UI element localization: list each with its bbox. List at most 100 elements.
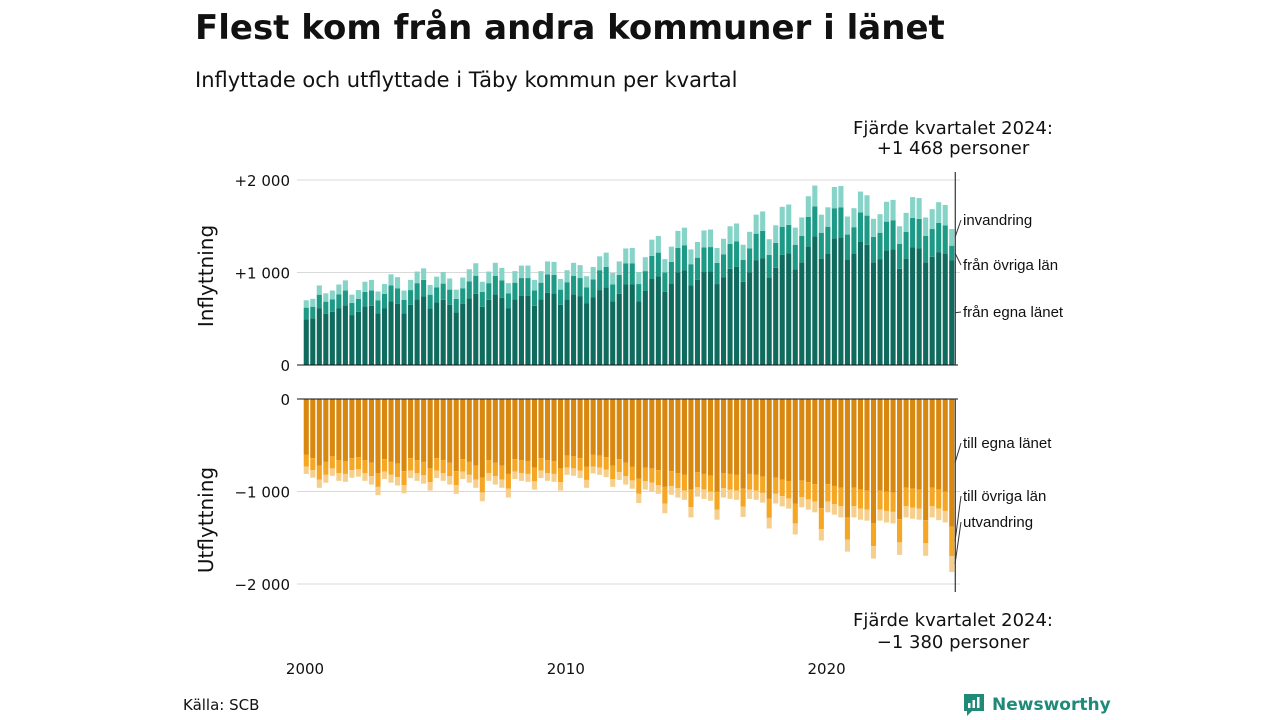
outflow-bar-2: [342, 460, 348, 474]
inflow-bar-2: [903, 231, 909, 259]
outflow-bar-2: [408, 458, 414, 471]
outflow-bar-1: [440, 399, 446, 461]
inflow-bar-3: [740, 244, 746, 261]
inflow-bar-1: [779, 254, 785, 365]
inflow-bar-2: [512, 282, 518, 300]
outflow-bar-2: [838, 487, 844, 507]
inflow-bar-3: [558, 278, 564, 290]
outflow-bar-3: [897, 542, 903, 555]
outflow-bar-1: [460, 399, 466, 460]
outflow-bar-2: [890, 492, 896, 512]
inflow-bar-1: [844, 260, 850, 365]
outflow-bar-3: [825, 501, 831, 513]
outflow-bar-2: [884, 491, 890, 511]
inflow-bar-2: [590, 279, 596, 298]
outflow-bar-2: [923, 520, 929, 544]
inflow-bar-2: [395, 288, 401, 304]
outflow-bar-3: [857, 508, 864, 520]
inflow-bar-2: [499, 280, 505, 298]
inflow-bar-2: [649, 255, 655, 279]
inflow-bar-3: [929, 209, 935, 230]
inflow-bar-2: [551, 274, 557, 294]
inflow-bar-3: [518, 265, 524, 279]
inflow-bar-2: [486, 283, 492, 300]
outflow-bar-1: [623, 399, 629, 463]
outflow-bar-2: [427, 468, 433, 483]
outflow-bar-2: [870, 522, 877, 547]
outflow-bar-1: [897, 399, 903, 520]
outflow-bar-1: [805, 399, 811, 483]
inflow-bar-2: [355, 298, 361, 312]
outflow-bar-1: [903, 399, 909, 488]
outflow-bar-3: [623, 476, 629, 485]
outflow-bar-2: [825, 484, 831, 502]
outflow-bar-3: [408, 470, 414, 479]
outflow-bar-2: [388, 461, 394, 475]
top-callout-line-1: Fjärde kvartalet 2024:: [853, 118, 1053, 139]
inflow-bar-3: [681, 227, 687, 246]
outflow-bar-2: [421, 461, 427, 476]
x-tick-label: 2000: [286, 660, 324, 678]
inflow-bar-3: [401, 290, 407, 300]
inflow-bar-1: [479, 306, 485, 365]
outflow-bar-1: [851, 399, 857, 488]
inflow-bar-1: [910, 247, 916, 365]
outflow-bar-1: [910, 399, 916, 489]
inflow-bar-3: [799, 217, 805, 236]
inflow-bar-3: [544, 261, 551, 275]
outflow-bar-3: [694, 487, 701, 497]
inflow-bar-1: [818, 258, 824, 366]
inflow-bar-1: [792, 269, 798, 365]
outflow-bar-3: [805, 499, 811, 510]
inflow-bar-1: [636, 301, 642, 365]
inflow-bar-3: [538, 271, 544, 283]
outflow-bar-3: [564, 467, 570, 475]
inflow-bar-3: [792, 227, 798, 245]
outflow-bar-3: [551, 473, 557, 482]
inflow-bar-2: [760, 230, 766, 259]
inflow-bar-2: [427, 294, 433, 309]
outflow-bar-3: [499, 479, 505, 488]
inflow-bar-2: [336, 294, 342, 309]
inflow-bar-3: [310, 298, 316, 307]
inflow-bar-1: [512, 299, 518, 365]
outflow-bar-2: [538, 458, 544, 471]
inflow-bar-3: [486, 271, 492, 284]
inflow-bar-2: [388, 285, 394, 302]
inflow-bar-2: [421, 279, 427, 297]
outflow-bar-3: [610, 479, 616, 487]
outflow-bar-1: [949, 399, 955, 527]
outflow-bar-2: [936, 489, 942, 509]
outflow-bar-1: [942, 399, 948, 492]
inflow-bar-2: [949, 245, 955, 261]
outflow-bar-1: [864, 399, 870, 491]
inflow-bar-1: [864, 244, 870, 365]
outflow-bar-1: [884, 399, 890, 492]
inflow-bar-3: [323, 293, 329, 302]
inflow-bar-1: [544, 292, 551, 365]
outflow-bar-2: [929, 487, 935, 507]
inflow-bar-1: [499, 297, 505, 365]
outflow-bar-1: [766, 399, 772, 499]
inflow-bar-3: [466, 269, 472, 282]
inflow-bar-3: [655, 235, 661, 253]
outflow-bar-2: [916, 489, 922, 509]
outflow-bar-3: [329, 468, 335, 476]
outflow-bar-3: [779, 496, 785, 507]
outflow-bar-2: [479, 477, 485, 493]
inflow-bar-2: [310, 306, 316, 319]
outflow-bar-3: [453, 485, 459, 494]
outflow-bar-3: [636, 493, 642, 504]
inflow-bar-3: [395, 277, 401, 289]
outflow-bar-3: [603, 469, 609, 478]
outflow-bar-1: [688, 399, 694, 490]
outflow-bar-1: [662, 399, 668, 487]
outflow-bar-3: [655, 485, 661, 494]
inflow-bar-3: [421, 268, 427, 280]
outflow-bar-1: [558, 399, 564, 469]
inflow-bar-3: [766, 239, 772, 255]
inflow-bar-1: [740, 281, 746, 365]
outflow-bar-2: [649, 468, 655, 483]
inflow-bar-2: [362, 291, 368, 307]
outflow-bar-3: [949, 556, 955, 572]
